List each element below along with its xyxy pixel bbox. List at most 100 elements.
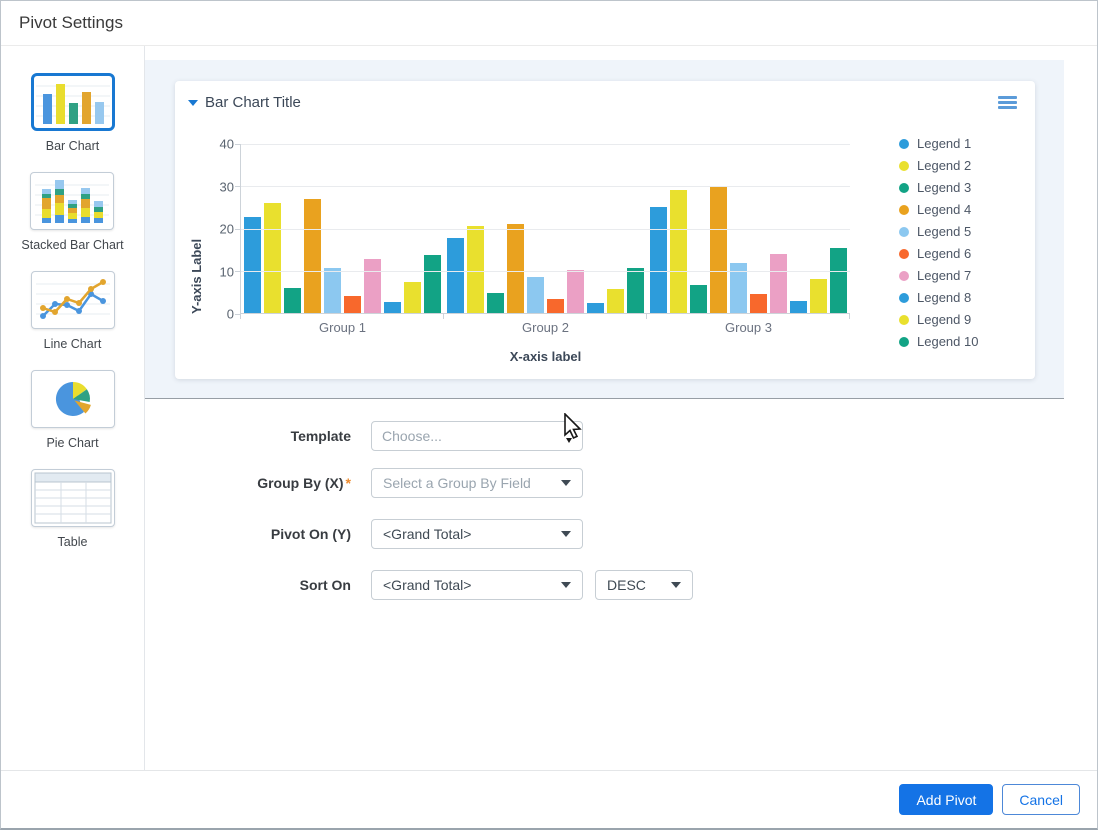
gridline (241, 228, 850, 230)
dialog-title: Pivot Settings (19, 13, 123, 32)
legend-dot-icon (899, 314, 909, 325)
sort-direction-select[interactable]: DESC (595, 570, 693, 600)
sort-on-label: Sort On (299, 577, 351, 593)
bar (244, 217, 261, 313)
bar (650, 206, 667, 313)
gridline (241, 186, 850, 187)
bar (730, 262, 747, 313)
y-tick-labels: 0 10 20 30 40 (208, 137, 234, 322)
legend-item[interactable]: Legend 6 (899, 245, 978, 262)
bar (364, 259, 381, 313)
y-axis-title: Y-axis Label (189, 238, 204, 314)
y-tick-label: 10 (219, 264, 234, 279)
line-chart-icon[interactable] (30, 271, 115, 329)
legend-dot-icon (899, 182, 909, 193)
category-label: Group 1 (319, 320, 366, 335)
legend-item[interactable]: Legend 5 (899, 223, 978, 240)
template-input[interactable] (371, 421, 583, 451)
sidebar-item-label: Pie Chart (46, 436, 99, 450)
sort-on-select[interactable]: <Grand Total> (371, 570, 583, 600)
group-by-select[interactable]: Select a Group By Field (371, 468, 583, 498)
y-tick-label: 20 (219, 221, 234, 237)
chart-menu-icon[interactable] (996, 94, 1019, 111)
y-tick-mark (235, 271, 241, 272)
bar (830, 247, 847, 313)
bar (567, 270, 584, 313)
bar (344, 296, 361, 313)
legend-label: Legend 9 (917, 312, 972, 327)
add-pivot-button[interactable]: Add Pivot (899, 784, 994, 815)
bar-group (444, 223, 647, 313)
cancel-button[interactable]: Cancel (1002, 784, 1080, 815)
sort-direction-value: DESC (607, 577, 646, 593)
sidebar-item-bar-chart[interactable]: Bar Chart (30, 73, 115, 153)
y-tick-label: 40 (219, 136, 234, 152)
sidebar-item-pie-chart[interactable]: Pie Chart (30, 370, 115, 450)
legend-item[interactable]: Legend 4 (899, 201, 978, 218)
legend-dot-icon (899, 248, 909, 259)
category-label: Group 2 (522, 320, 569, 335)
bar (467, 225, 484, 313)
legend-item[interactable]: Legend 1 (899, 135, 978, 152)
chevron-down-icon (671, 582, 681, 588)
pivot-on-select[interactable]: <Grand Total> (371, 519, 583, 549)
dialog-footer: Add Pivot Cancel (1, 770, 1097, 828)
x-tick-mark (442, 313, 444, 319)
category-label: Group 3 (725, 320, 772, 335)
legend-dot-icon (899, 226, 909, 237)
stacked-bar-chart-icon[interactable] (30, 172, 115, 230)
bar (324, 267, 341, 313)
legend-dot-icon (899, 204, 909, 215)
bar (750, 294, 767, 313)
bar (770, 253, 787, 313)
bar (264, 202, 281, 313)
bar (284, 288, 301, 313)
sidebar-item-label: Table (57, 535, 88, 549)
required-marker: * (345, 475, 351, 491)
legend-item[interactable]: Legend 10 (899, 333, 978, 350)
legend-item[interactable]: Legend 2 (899, 157, 978, 174)
category-labels: Group 1 Group 2 Group 3 (241, 320, 850, 335)
bar-chart-icon[interactable] (30, 73, 115, 131)
chart-card: Bar Chart Title Y-axis Label 0 10 20 30 40 G… (175, 81, 1035, 379)
bar (587, 303, 604, 313)
legend-dot-icon (899, 138, 909, 149)
bar-chart: Y-axis Label 0 10 20 30 40 Group 1 Group 2 Gro… (189, 137, 850, 364)
legend-item[interactable]: Legend 7 (899, 267, 978, 284)
legend-item[interactable]: Legend 3 (899, 179, 978, 196)
bar (527, 277, 544, 313)
legend-item[interactable]: Legend 8 (899, 289, 978, 306)
collapse-caret-icon[interactable] (188, 99, 198, 106)
dialog-header: Pivot Settings (1, 1, 1097, 46)
pivot-form: Template Group By (X)* Select a Group By… (145, 399, 1097, 621)
y-tick-mark (235, 228, 241, 230)
bar (710, 185, 727, 313)
bar-groups (241, 144, 850, 313)
y-tick-mark (235, 143, 241, 145)
bar (304, 199, 321, 313)
legend-label: Legend 3 (917, 180, 972, 195)
plot-area: Group 1 Group 2 Group 3 X-axis label (235, 143, 850, 364)
pivot-on-label: Pivot On (Y) (270, 526, 351, 542)
chart-legend: Legend 1 Legend 2 Legend 3 Legend 4 Legend 5… (899, 135, 978, 350)
legend-item[interactable]: Legend 9 (899, 311, 978, 328)
bar (507, 223, 524, 313)
sidebar-item-line-chart[interactable]: Line Chart (30, 271, 115, 351)
bar (670, 189, 687, 313)
pie-chart-icon[interactable] (30, 370, 115, 428)
legend-label: Legend 7 (917, 268, 972, 283)
y-tick-label: 30 (219, 179, 234, 194)
chart-title: Bar Chart Title (205, 94, 301, 111)
legend-label: Legend 1 (917, 136, 972, 151)
bar (384, 301, 401, 313)
legend-label: Legend 6 (917, 246, 972, 261)
legend-label: Legend 8 (917, 290, 972, 305)
sidebar-item-table[interactable]: Table (30, 469, 115, 549)
legend-dot-icon (899, 336, 909, 347)
pivot-on-value: <Grand Total> (383, 526, 472, 542)
sidebar-item-stacked-bar-chart[interactable]: Stacked Bar Chart (21, 172, 124, 252)
legend-label: Legend 4 (917, 202, 972, 217)
table-icon[interactable] (30, 469, 115, 527)
bar (627, 267, 644, 313)
